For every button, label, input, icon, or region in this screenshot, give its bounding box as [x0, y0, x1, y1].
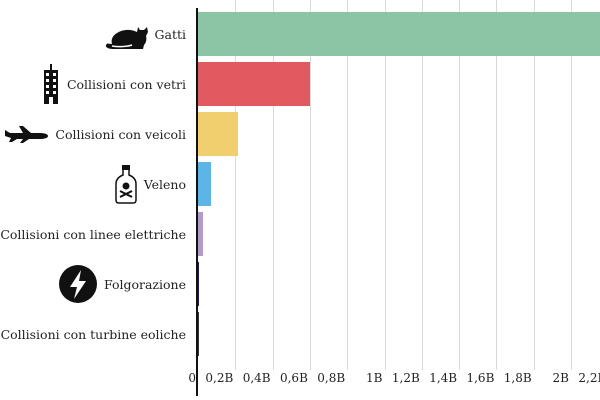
gridline: [309, 0, 311, 370]
gridline: [384, 0, 386, 370]
lightning-icon: [58, 264, 98, 304]
gridline: [347, 0, 349, 370]
gridline: [235, 0, 237, 370]
x-tick-label: 1B: [366, 371, 383, 385]
bar: [198, 62, 310, 106]
gridline: [272, 0, 274, 370]
category-label: Folgorazione: [58, 262, 186, 306]
x-tick-label: 2B: [552, 371, 569, 385]
category-label: Gatti: [103, 12, 186, 56]
x-tick-label: 0,8B: [317, 371, 346, 385]
bar: [198, 12, 600, 56]
category-label: Collisioni con vetri: [41, 62, 186, 106]
gridline: [459, 0, 461, 370]
x-tick-label: 0,4B: [242, 371, 271, 385]
gridline: [421, 0, 423, 370]
category-label: Veleno: [114, 162, 186, 206]
category-label: Collisioni con veicoli: [3, 112, 186, 156]
x-tick-label: 1,8B: [503, 371, 532, 385]
building-icon: [41, 64, 61, 104]
bar: [198, 112, 239, 156]
bar: [198, 262, 200, 306]
y-axis-line: [196, 8, 198, 396]
x-tick-label: 1,2B: [391, 371, 420, 385]
gridline: [571, 0, 572, 370]
category-text: Veleno: [143, 176, 186, 192]
x-tick-label: 2,2B: [578, 371, 600, 385]
gridline: [533, 0, 535, 370]
category-label: Collisioni con linee elettriche: [0, 212, 186, 256]
x-tick-label: 0,2B: [205, 371, 234, 385]
category-text: Collisioni con turbine eoliche: [0, 326, 186, 342]
x-tick-label: 0: [188, 371, 196, 385]
bar: [198, 162, 212, 206]
category-text: Collisioni con vetri: [66, 76, 186, 92]
category-label: Collisioni con turbine eoliche: [1, 312, 186, 356]
bar: [198, 212, 203, 256]
category-text: Collisioni con linee elettriche: [0, 226, 186, 242]
category-text: Collisioni con veicoli: [55, 126, 186, 142]
gridline: [496, 0, 498, 370]
airplane-icon: [3, 125, 49, 143]
category-text: Gatti: [154, 26, 186, 42]
poison-bottle-icon: [114, 164, 138, 204]
x-tick-label: 1,6B: [466, 371, 495, 385]
cat-icon: [103, 18, 149, 50]
category-text: Folgorazione: [103, 276, 186, 292]
x-tick-label: 0,6B: [279, 371, 308, 385]
x-tick-label: 1,4B: [429, 371, 458, 385]
